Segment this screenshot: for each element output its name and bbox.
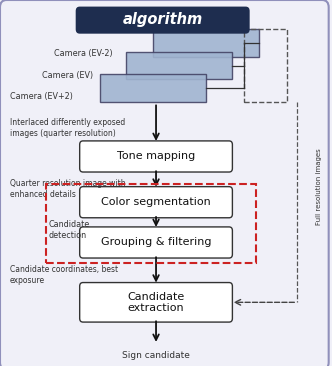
Bar <box>46 184 256 263</box>
Text: Camera (EV): Camera (EV) <box>42 71 93 79</box>
Text: Camera (EV+2): Camera (EV+2) <box>10 93 73 101</box>
Text: Candidate coordinates, best
exposure: Candidate coordinates, best exposure <box>10 265 118 285</box>
Bar <box>153 29 259 57</box>
Text: Full resolution images: Full resolution images <box>316 148 322 225</box>
Text: Candidate
extraction: Candidate extraction <box>127 291 185 313</box>
Text: Sign candidate: Sign candidate <box>122 351 190 361</box>
Text: Interlaced differently exposed
images (quarter resolution): Interlaced differently exposed images (q… <box>10 118 125 138</box>
Text: Color segmentation: Color segmentation <box>101 197 211 207</box>
Text: Grouping & filtering: Grouping & filtering <box>101 238 211 247</box>
Bar <box>100 74 206 102</box>
Text: Candidate
detection: Candidate detection <box>48 220 89 240</box>
FancyBboxPatch shape <box>80 227 232 258</box>
Bar <box>126 52 232 79</box>
Text: Camera (EV-2): Camera (EV-2) <box>54 49 113 57</box>
Text: Quarter resolution image with
enhanced details: Quarter resolution image with enhanced d… <box>10 179 125 199</box>
FancyBboxPatch shape <box>76 7 250 34</box>
Text: algorithm: algorithm <box>123 12 203 27</box>
FancyBboxPatch shape <box>80 141 232 172</box>
FancyBboxPatch shape <box>80 283 232 322</box>
Text: Tone mapping: Tone mapping <box>117 152 195 161</box>
Bar <box>244 29 287 102</box>
FancyBboxPatch shape <box>80 187 232 218</box>
